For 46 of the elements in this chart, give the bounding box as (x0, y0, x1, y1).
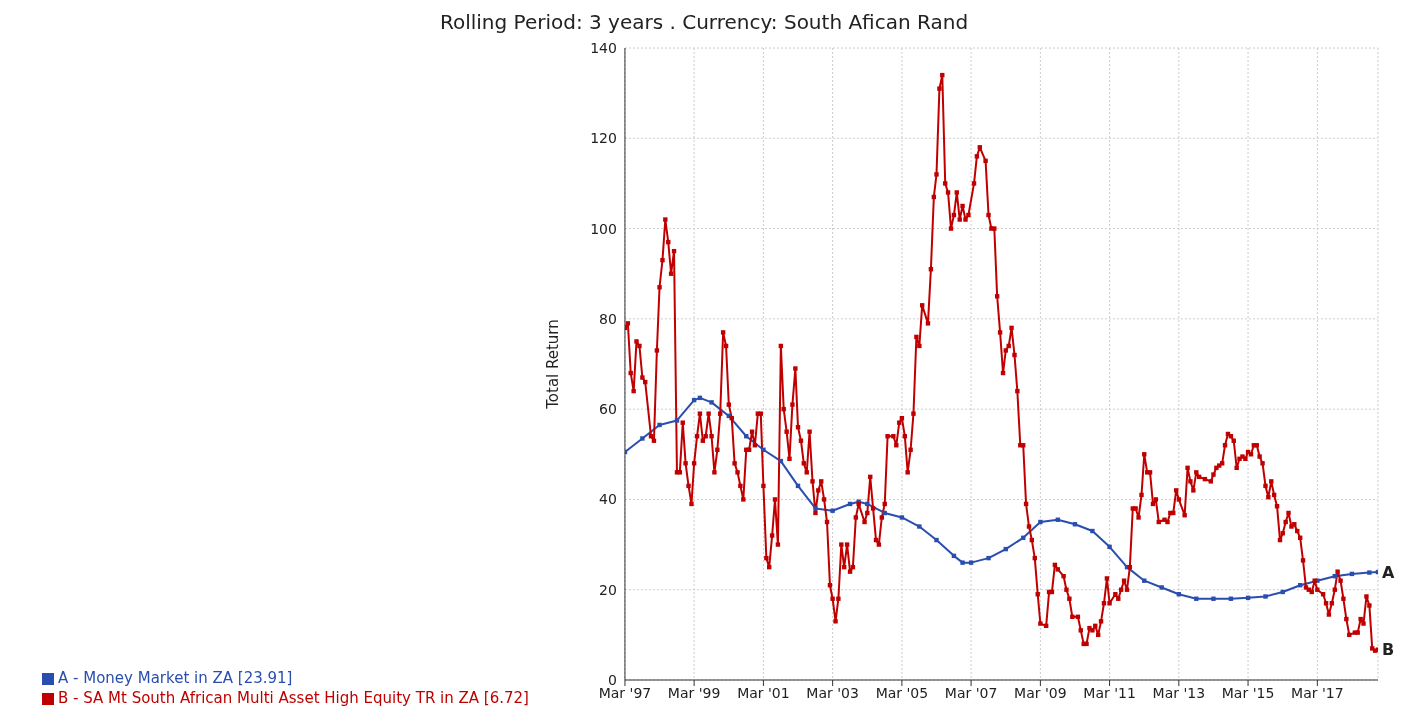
y-tick-label: 140 (590, 39, 617, 56)
point (917, 524, 922, 529)
annotation: B (1382, 640, 1395, 660)
point (960, 560, 965, 565)
point (1142, 578, 1147, 583)
point (640, 436, 645, 441)
x-tick-label: Mar '05 (875, 684, 929, 701)
legend-label: B - SA Mt South African Multi Asset High Equity TR in ZA [6.72] (58, 689, 529, 707)
x-tick-label: Mar '09 (1014, 684, 1067, 701)
y-tick-label: 120 (590, 130, 617, 147)
point (1038, 519, 1043, 525)
point (1263, 594, 1268, 599)
y-tick-label: 40 (599, 491, 617, 508)
point (709, 400, 714, 405)
point (761, 447, 766, 452)
y-tick-label: 20 (599, 581, 617, 598)
point (986, 555, 991, 561)
x-tick-label: Mar '17 (1291, 684, 1344, 701)
y-tick-label: 80 (599, 310, 617, 327)
annotation: A (1382, 562, 1395, 582)
point (968, 560, 974, 565)
legend-label: A - Money Market in ZA [23.91] (58, 669, 293, 687)
x-tick-label: Mar '07 (944, 684, 998, 701)
point (1107, 544, 1112, 550)
x-tick-label: Mar '01 (737, 684, 790, 701)
point (1159, 585, 1164, 590)
point (934, 537, 939, 543)
point (1367, 570, 1372, 575)
x-tick-label: Mar '03 (806, 684, 859, 701)
y-axis-title: Total Return (544, 319, 563, 410)
line-series (624, 395, 1378, 601)
point (830, 508, 835, 513)
chart-title: Rolling Period: 3 years . Currency: South Afican Rand (438, 9, 970, 36)
point (657, 422, 662, 428)
y-tick-label: 60 (599, 401, 617, 418)
point (813, 506, 818, 511)
point (674, 418, 680, 423)
point (865, 501, 870, 507)
point (1090, 528, 1095, 534)
point (1211, 596, 1216, 601)
x-tick-label: Mar '15 (1221, 684, 1275, 701)
y-tick-label: 100 (590, 220, 617, 237)
x-tick-label: Mar '11 (1083, 684, 1136, 701)
point (899, 515, 905, 520)
x-tick-label: Mar '13 (1152, 684, 1206, 701)
x-tick-label: Mar '99 (667, 684, 721, 701)
